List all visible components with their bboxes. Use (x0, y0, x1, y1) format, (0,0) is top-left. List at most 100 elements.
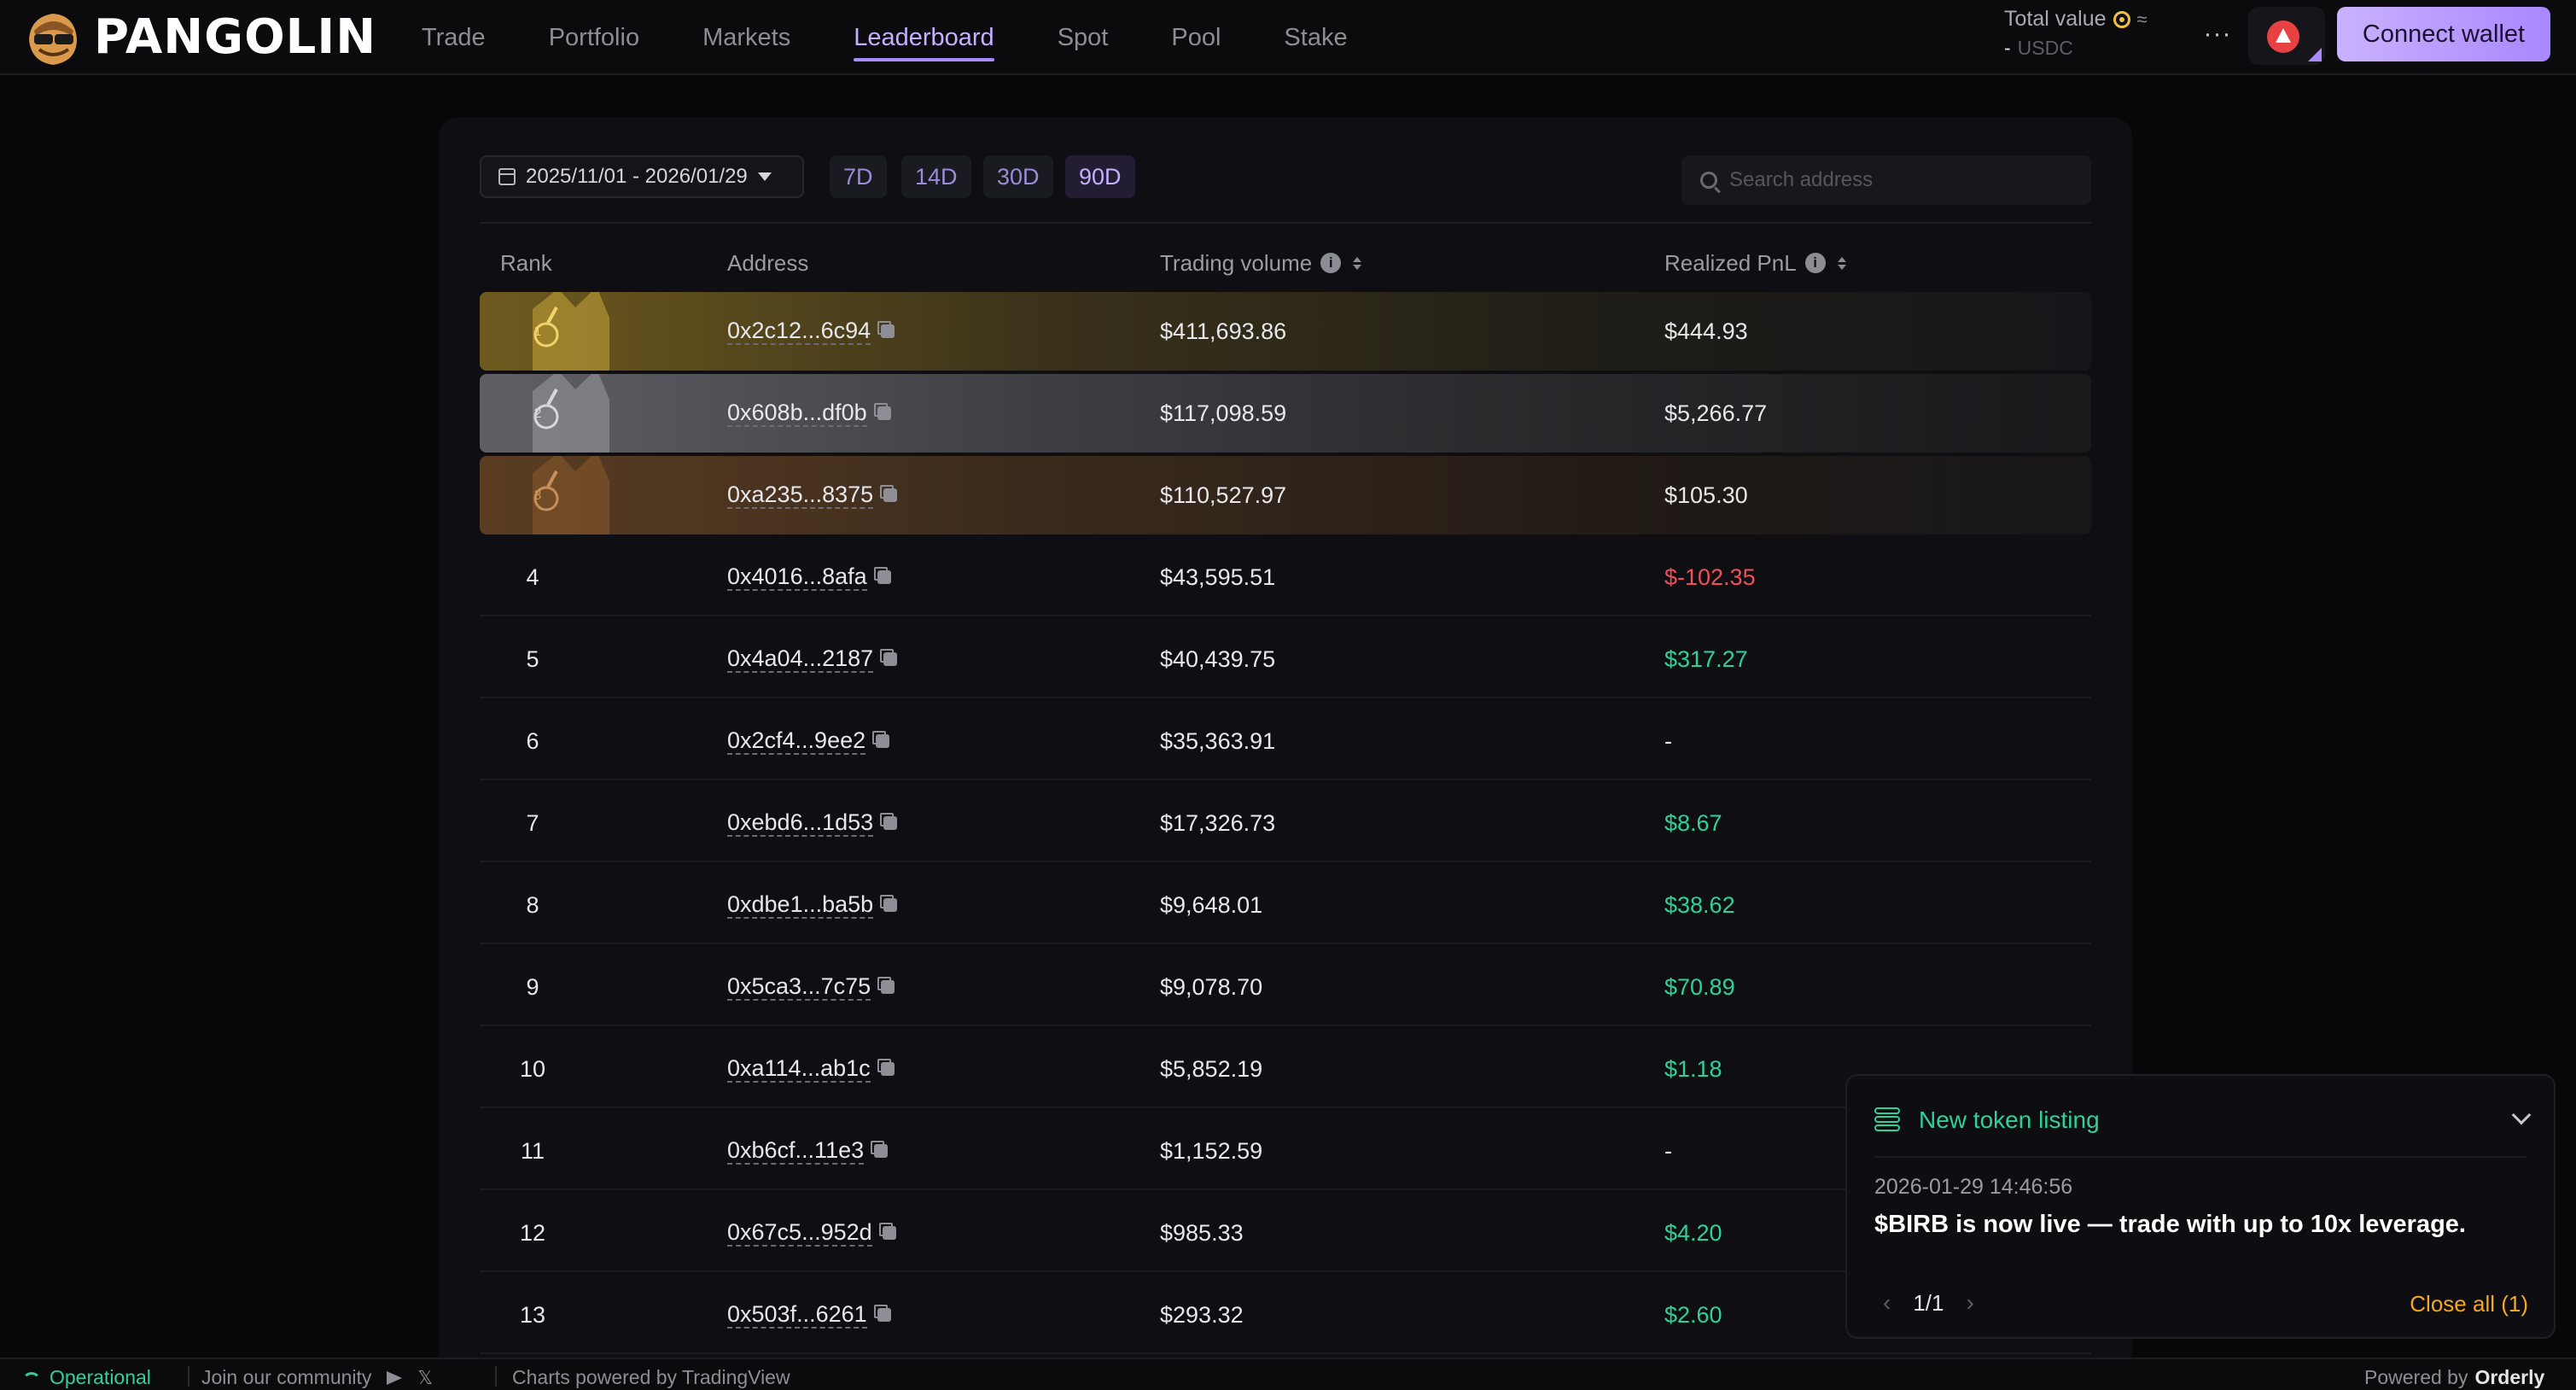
address-cell: 0xa114...ab1c (727, 1030, 895, 1108)
info-icon[interactable]: i (1320, 253, 1342, 273)
pager-count: 1/1 (1913, 1289, 1944, 1316)
nav-leaderboard[interactable]: Leaderboard (854, 0, 995, 75)
copy-icon[interactable] (873, 1305, 891, 1322)
column-realized-pnl[interactable]: Realized PnL i (1664, 239, 1846, 287)
notification-toast: New token listing 2026-01-29 14:46:56 $B… (1845, 1074, 2556, 1339)
copy-icon[interactable] (873, 567, 891, 584)
sort-icon[interactable] (1353, 256, 1362, 270)
table-row[interactable]: 2 0x608b...df0b $117,098.59 $5,266.77 (480, 374, 2091, 453)
address-cell: 0xdbe1...ba5b (727, 866, 898, 944)
close-all-button[interactable]: Close all (1) (2410, 1291, 2528, 1317)
table-row[interactable]: 6 0x2cf4...9ee2 $35,363.91 - (480, 702, 2091, 780)
search-address-input[interactable]: Search address (1681, 155, 2091, 205)
total-value-unit: USDC (2017, 37, 2073, 59)
rank-cell: 13 (516, 1276, 618, 1354)
chain-selector-button[interactable] (2248, 7, 2325, 65)
chevron-left-icon[interactable]: ‹ (1883, 1289, 1891, 1316)
rank-number: 5 (526, 645, 539, 672)
column-address: Address (727, 249, 809, 276)
trading-volume-cell: $35,363.91 (1160, 727, 1276, 754)
wallet-address-link[interactable]: 0x2cf4...9ee2 (727, 727, 866, 755)
trading-volume-cell: $110,527.97 (1160, 482, 1287, 508)
trading-volume-cell: $5,852.19 (1160, 1055, 1263, 1082)
table-row[interactable]: 13 0x503f...6261 $293.32 $2.60 (480, 1276, 2091, 1354)
realized-pnl-cell: $70.89 (1664, 973, 1735, 1000)
trading-volume-cell: $9,648.01 (1160, 891, 1263, 918)
realized-pnl-cell: $2.60 (1664, 1301, 1722, 1328)
copy-icon[interactable] (878, 1223, 896, 1240)
copy-icon[interactable] (880, 649, 898, 666)
telegram-icon[interactable] (387, 1370, 403, 1385)
wallet-address-link[interactable]: 0xa114...ab1c (727, 1055, 871, 1083)
nav-portfolio[interactable]: Portfolio (548, 23, 640, 51)
wallet-address-link[interactable]: 0x4016...8afa (727, 564, 867, 591)
wallet-address-link[interactable]: 0x2c12...6c94 (727, 318, 871, 345)
nav-spot[interactable]: Spot (1057, 23, 1109, 51)
copy-icon[interactable] (880, 895, 898, 912)
wallet-address-link[interactable]: 0xebd6...1d53 (727, 809, 874, 837)
wallet-address-link[interactable]: 0x4a04...2187 (727, 645, 874, 673)
chevron-right-icon[interactable]: › (1966, 1289, 1974, 1316)
trading-volume-cell: $293.32 (1160, 1301, 1244, 1328)
wallet-address-link[interactable]: 0xdbe1...ba5b (727, 891, 874, 919)
column-trading-volume[interactable]: Trading volume i (1160, 239, 1362, 287)
wallet-address-link[interactable]: 0x5ca3...7c75 (727, 973, 871, 1001)
realized-pnl-cell: $105.30 (1664, 482, 1748, 508)
nav-stake[interactable]: Stake (1284, 23, 1348, 51)
x-icon[interactable]: 𝕏 (417, 1366, 434, 1388)
sort-icon[interactable] (1837, 256, 1846, 270)
leaderboard-table-body: 1 0x2c12...6c94 $411,693.86 $444.93 2 0x608b.… (480, 292, 2091, 1358)
community-links: Join our community 𝕏 (201, 1366, 433, 1389)
nav-trade[interactable]: Trade (422, 23, 486, 51)
copy-icon[interactable] (871, 1141, 889, 1158)
period-7d-button[interactable]: 7D (830, 155, 887, 198)
table-row[interactable]: 8 0xdbe1...ba5b $9,648.01 $38.62 (480, 866, 2091, 944)
realized-pnl-cell: $-102.35 (1664, 564, 1756, 590)
copy-icon[interactable] (873, 403, 891, 420)
divider (495, 1366, 497, 1387)
copy-icon[interactable] (877, 321, 895, 338)
wallet-address-link[interactable]: 0xa235...8375 (727, 482, 874, 509)
table-row[interactable]: 12 0x67c5...952d $985.33 $4.20 (480, 1194, 2091, 1272)
table-row[interactable]: 5 0x4a04...2187 $40,439.75 $317.27 (480, 620, 2091, 698)
rank-number: 2 (533, 406, 542, 421)
rank-number: 13 (519, 1301, 546, 1328)
wallet-address-link[interactable]: 0xb6cf...11e3 (727, 1137, 865, 1165)
wallet-address-link[interactable]: 0x608b...df0b (727, 400, 867, 427)
connect-wallet-button[interactable]: Connect wallet (2337, 7, 2550, 61)
table-row[interactable]: 7 0xebd6...1d53 $17,326.73 $8.67 (480, 784, 2091, 862)
copy-icon[interactable] (877, 977, 895, 994)
realized-pnl-cell: $444.93 (1664, 318, 1748, 344)
table-row[interactable]: 3 0xa235...8375 $110,527.97 $105.30 (480, 456, 2091, 534)
table-row[interactable]: 10 0xa114...ab1c $5,852.19 $1.18 (480, 1030, 2091, 1108)
nav-pool[interactable]: Pool (1171, 23, 1221, 51)
period-30d-button[interactable]: 30D (983, 155, 1053, 198)
period-14d-button[interactable]: 14D (901, 155, 971, 198)
footer: Operational Join our community 𝕏 Charts … (0, 1358, 2576, 1390)
wallet-address-link[interactable]: 0x67c5...952d (727, 1219, 872, 1247)
date-range-picker[interactable]: 2025/11/01 - 2026/01/29 (480, 155, 804, 198)
copy-icon[interactable] (877, 1059, 895, 1076)
copy-icon[interactable] (872, 731, 890, 748)
table-row[interactable]: 4 0x4016...8afa $43,595.51 $-102.35 (480, 538, 2091, 616)
more-menu-button[interactable]: ··· (2203, 20, 2232, 48)
logo[interactable]: PANGOLIN (22, 3, 376, 70)
nav-markets[interactable]: Markets (702, 23, 791, 51)
copy-icon[interactable] (880, 813, 898, 830)
total-value-amount: - (2004, 37, 2011, 59)
eye-icon[interactable] (2113, 10, 2130, 28)
table-row[interactable]: 9 0x5ca3...7c75 $9,078.70 $70.89 (480, 948, 2091, 1026)
period-90d-button[interactable]: 90D (1065, 155, 1135, 198)
realized-pnl-cell: $5,266.77 (1664, 400, 1768, 426)
trading-volume-cell: $17,326.73 (1160, 809, 1276, 836)
table-row[interactable]: 1 0x2c12...6c94 $411,693.86 $444.93 (480, 292, 2091, 371)
copy-icon[interactable] (880, 485, 898, 502)
realized-pnl-cell: $317.27 (1664, 645, 1748, 672)
rank-number: 4 (526, 564, 539, 590)
chevron-down-icon[interactable] (2511, 1105, 2532, 1125)
info-icon[interactable]: i (1804, 253, 1826, 273)
trading-volume-cell: $9,078.70 (1160, 973, 1263, 1000)
wallet-address-link[interactable]: 0x503f...6261 (727, 1301, 867, 1329)
charts-credit[interactable]: Charts powered by TradingView (512, 1366, 790, 1388)
table-row[interactable]: 11 0xb6cf...11e3 $1,152.59 - (480, 1112, 2091, 1190)
